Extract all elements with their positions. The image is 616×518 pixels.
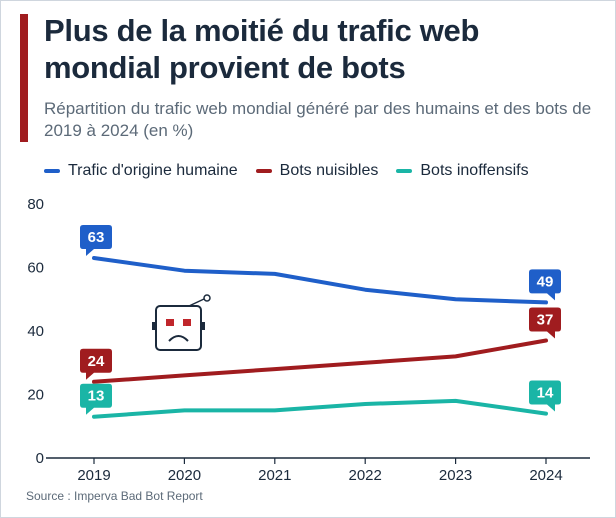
data-label-1-first: 24 xyxy=(80,348,112,380)
data-label-box xyxy=(80,383,112,415)
data-label-0-last: 49 xyxy=(529,269,561,301)
y-tick-label: 60 xyxy=(27,260,44,277)
legend: Trafic d'origine humaine Bots nuisibles … xyxy=(44,162,614,180)
legend-item-good-bots: Bots inoffensifs xyxy=(396,162,529,180)
x-tick-label: 2022 xyxy=(349,467,382,484)
series-line-1 xyxy=(92,338,548,384)
data-label-text: 49 xyxy=(537,273,554,290)
legend-swatch-bad-bots xyxy=(255,169,272,173)
x-tick-label: 2021 xyxy=(258,467,291,484)
data-label-text: 14 xyxy=(537,385,554,402)
data-label-box xyxy=(529,269,561,301)
series-line-0 xyxy=(92,256,548,305)
data-label-text: 24 xyxy=(88,353,105,370)
data-label-1-last: 37 xyxy=(529,307,561,339)
data-label-text: 63 xyxy=(88,229,105,246)
data-label-text: 13 xyxy=(88,388,105,405)
chart-subtitle: Répartition du trafic web mondial généré… xyxy=(44,99,592,140)
data-label-text: 37 xyxy=(537,312,554,329)
x-tick-label: 2024 xyxy=(529,467,562,484)
y-tick-label: 40 xyxy=(27,323,44,340)
legend-swatch-good-bots xyxy=(396,169,413,173)
x-tick-label: 2020 xyxy=(168,467,201,484)
data-label-box xyxy=(80,348,112,380)
lines-layer xyxy=(92,256,548,419)
legend-label-bad-bots: Bots nuisibles xyxy=(279,162,379,179)
series-line-2 xyxy=(92,398,548,419)
x-tick-label: 2019 xyxy=(77,467,110,484)
legend-item-human: Trafic d'origine humaine xyxy=(44,162,238,180)
data-label-box xyxy=(529,380,561,412)
y-tick-label: 20 xyxy=(27,387,44,404)
data-label-2-first: 13 xyxy=(80,383,112,415)
data-label-0-first: 63 xyxy=(80,224,112,256)
data-label-box xyxy=(80,224,112,256)
x-tick-label: 2023 xyxy=(439,467,472,484)
data-label-2-last: 14 xyxy=(529,380,561,412)
y-tick-label: 0 xyxy=(36,450,44,467)
chart-title: Plus de la moitié du trafic web mondial … xyxy=(44,13,480,85)
legend-label-human: Trafic d'origine humaine xyxy=(68,162,238,179)
y-tick-label: 80 xyxy=(27,196,44,213)
data-labels-layer: 63 49 24 37 13 14 xyxy=(80,224,561,415)
title-accent-bar xyxy=(20,14,28,142)
axes-layer: 0 20 40 60 80 2019 2020 2021 2022 2023 2024 xyxy=(27,196,590,484)
legend-item-bad-bots: Bots nuisibles xyxy=(255,162,379,180)
data-label-box xyxy=(529,307,561,339)
source-note: Source : Imperva Bad Bot Report xyxy=(26,489,203,503)
sad-robot-icon xyxy=(152,294,211,351)
legend-label-good-bots: Bots inoffensifs xyxy=(420,162,529,179)
legend-swatch-human xyxy=(44,169,60,173)
